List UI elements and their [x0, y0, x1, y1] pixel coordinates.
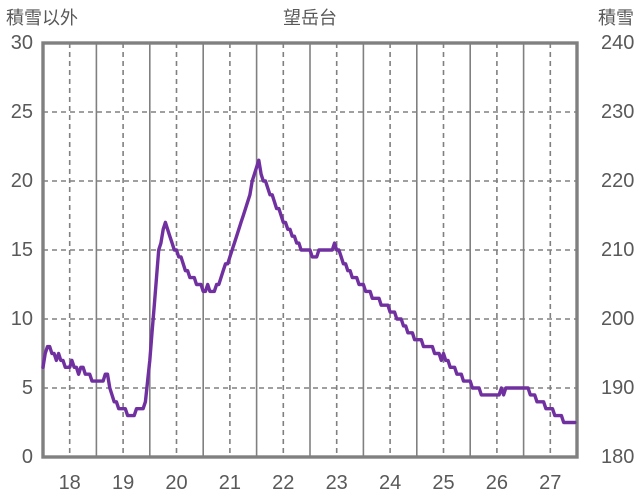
chart-title: 望岳台 — [283, 8, 337, 28]
right-tick-label: 230 — [601, 101, 634, 123]
x-tick-label: 19 — [112, 472, 134, 494]
left-tick-label: 5 — [22, 377, 33, 399]
x-tick-label: 25 — [432, 472, 454, 494]
x-tick-label: 21 — [219, 472, 241, 494]
x-tick-label: 27 — [539, 472, 561, 494]
x-tick-label: 20 — [165, 472, 187, 494]
right-tick-label: 190 — [601, 377, 634, 399]
left-tick-label: 30 — [11, 32, 33, 54]
right-tick-label: 210 — [601, 239, 634, 261]
x-tick-label: 26 — [486, 472, 508, 494]
right-tick-label: 200 — [601, 308, 634, 330]
left-tick-label: 25 — [11, 101, 33, 123]
left-tick-label: 0 — [22, 446, 33, 468]
x-tick-label: 22 — [272, 472, 294, 494]
right-tick-label: 180 — [601, 446, 634, 468]
right-tick-label: 220 — [601, 170, 634, 192]
x-tick-label: 23 — [326, 472, 348, 494]
snow-depth-line — [41, 158, 577, 425]
right-axis-title: 積雪 — [598, 8, 634, 28]
x-tick-label: 24 — [379, 472, 401, 494]
left-axis-title: 積雪以外 — [6, 8, 78, 28]
left-tick-label: 10 — [11, 308, 33, 330]
plot-border — [41, 41, 579, 459]
right-tick-label: 240 — [601, 32, 634, 54]
x-tick-label: 18 — [59, 472, 81, 494]
left-tick-label: 15 — [11, 239, 33, 261]
left-tick-label: 20 — [11, 170, 33, 192]
